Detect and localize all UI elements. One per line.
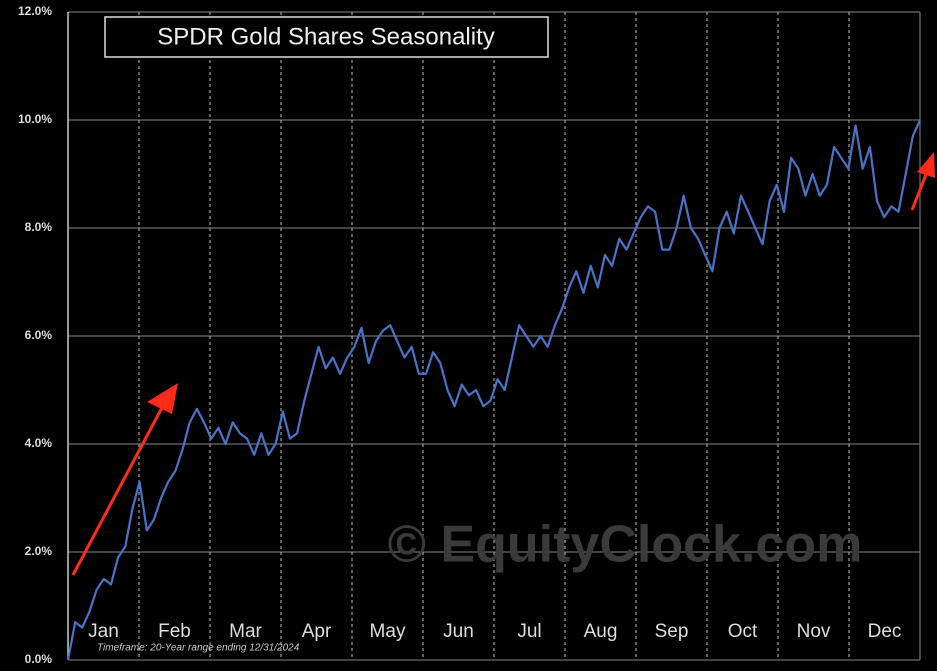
x-tick-label: Aug [584,621,618,642]
watermark: © EquityClock.com [388,516,863,574]
x-tick-label: Jan [88,621,119,642]
y-tick-label: 8.0% [25,220,53,234]
y-tick-label: 10.0% [18,112,52,126]
grid [67,11,921,661]
x-tick-label: Feb [158,621,191,642]
x-tick-label: Jun [443,621,474,642]
y-tick-label: 6.0% [25,328,53,342]
x-tick-label: Apr [302,621,332,642]
footnote: Timeframe: 20-Year range ending 12/31/20… [97,643,300,654]
plot [66,119,922,661]
chart-title: SPDR Gold Shares Seasonality [157,23,495,50]
x-tick-label: Oct [728,621,758,642]
x-tick-label: Nov [797,621,831,642]
y-tick-label: 0.0% [25,652,53,666]
y-tick-label: 2.0% [25,544,53,558]
x-tick-label: May [370,621,406,642]
x-tick-label: Mar [229,621,262,642]
x-tick-label: Jul [517,621,541,642]
x-tick-label: Sep [655,621,689,642]
y-tick-label: 12.0% [18,4,52,18]
title-box [104,16,549,58]
y-tick-label: 4.0% [25,436,53,450]
series-line [66,119,922,661]
x-tick-label: Dec [868,621,902,642]
annotation-arrow [71,152,935,576]
